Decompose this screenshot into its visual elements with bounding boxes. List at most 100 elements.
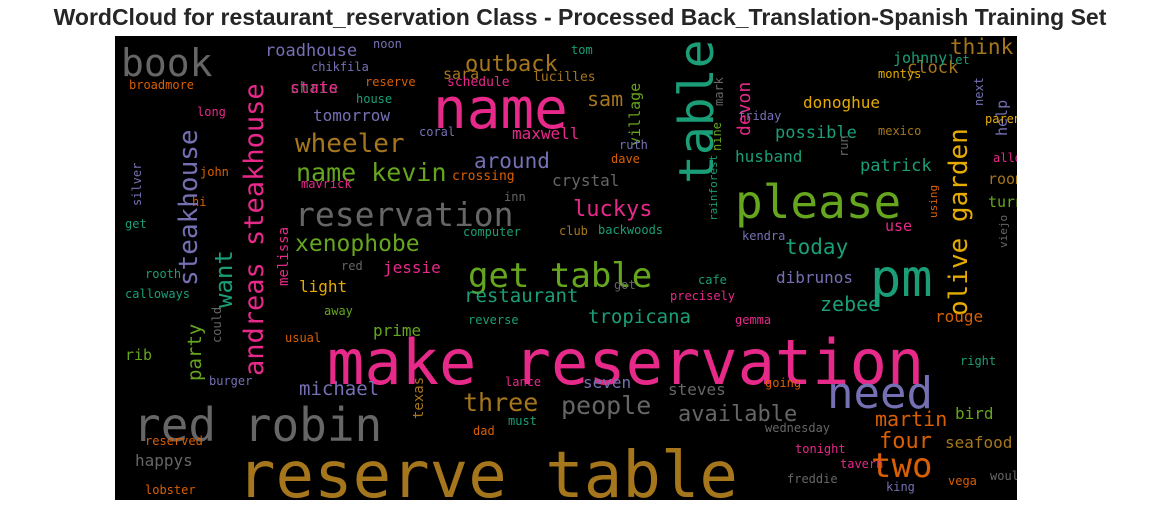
word-rib: rib xyxy=(125,346,152,364)
word-want: want xyxy=(210,250,238,308)
word-rainforest: rainforest xyxy=(707,155,720,221)
word-need: need xyxy=(827,368,933,419)
word-steves: steves xyxy=(668,380,726,399)
word-sam: sam xyxy=(587,87,623,111)
word-table: table xyxy=(669,40,725,185)
word-chikfila: chikfila xyxy=(311,60,369,74)
word-available: available xyxy=(678,402,797,427)
word-get-table: get table xyxy=(468,256,652,296)
word-pm: pm xyxy=(870,249,933,309)
word-name-kevin: name kevin xyxy=(296,158,447,187)
word-got: got xyxy=(614,278,636,292)
word-happys: happys xyxy=(135,451,193,470)
word-please: please xyxy=(735,175,901,229)
word-chris: chris xyxy=(290,78,338,97)
word-precisely: precisely xyxy=(670,289,735,303)
word-montys: montys xyxy=(878,67,921,81)
word-computer: computer xyxy=(463,225,521,239)
word-mexico: mexico xyxy=(878,124,921,138)
word-cafe: cafe xyxy=(698,273,727,287)
word-devon: devon xyxy=(734,82,755,136)
word-coral: coral xyxy=(419,125,455,139)
wordcloud-title: WordCloud for restaurant_reservation Cla… xyxy=(53,4,1107,30)
word-kendra: kendra xyxy=(742,229,785,243)
word-dibrunos: dibrunos xyxy=(776,268,853,287)
word-ruth: ruth xyxy=(619,138,648,152)
word-reservation: reservation xyxy=(295,195,514,234)
word-rooth: rooth xyxy=(145,267,181,281)
word-reserve-table: reserve table xyxy=(237,439,738,500)
word-johnny: johnny xyxy=(893,49,947,67)
word-could: could xyxy=(210,307,224,343)
word-nine: nine xyxy=(710,122,724,151)
word-michael: michael xyxy=(299,378,379,400)
word-calloways: calloways xyxy=(125,287,190,301)
word-inn: inn xyxy=(504,190,526,204)
word-help: help xyxy=(993,100,1011,136)
word-two: two xyxy=(871,446,932,486)
word-outback: outback xyxy=(465,52,558,77)
word-long: long xyxy=(197,105,226,119)
word-seven: seven xyxy=(583,373,631,392)
word-xenophobe: xenophobe xyxy=(295,231,420,257)
word-going: going xyxy=(765,376,801,390)
word-bird: bird xyxy=(955,404,994,423)
word-usual: usual xyxy=(285,331,321,345)
word-mark: mark xyxy=(712,76,726,106)
word-prime: prime xyxy=(373,321,421,340)
word-patrick: patrick xyxy=(860,156,932,176)
word-melissa: melissa xyxy=(276,227,292,286)
word-tavern: tavern xyxy=(840,457,883,471)
wordcloud-svg: make reservation reserve table name pm red r… xyxy=(121,36,1017,500)
word-turn: turn xyxy=(988,193,1017,211)
word-sara: sara xyxy=(443,65,479,83)
word-name: name xyxy=(433,77,568,142)
word-parent: parent xyxy=(985,112,1017,126)
word-andreas-steakhouse: andreas steakhouse xyxy=(239,83,270,376)
word-luckys: luckys xyxy=(573,197,652,222)
word-must: must xyxy=(508,414,537,428)
word-state: state xyxy=(290,78,338,97)
word-vega: vega xyxy=(948,474,977,488)
word-tomorrow: tomorrow xyxy=(313,106,390,125)
word-steakhouse: steakhouse xyxy=(174,129,204,286)
word-lucilles: lucilles xyxy=(533,70,596,85)
word-would: would xyxy=(990,469,1017,483)
word-tom: tom xyxy=(571,43,593,57)
word-silver: silver xyxy=(130,163,144,206)
word-john: john xyxy=(200,165,229,179)
word-light: light xyxy=(299,277,347,296)
word-house: house xyxy=(356,92,392,106)
word-reserve: reserve xyxy=(365,75,416,89)
word-party: party xyxy=(184,324,206,381)
word-dave: dave xyxy=(611,152,640,166)
word-wheeler: wheeler xyxy=(295,129,405,159)
word-broadmore: broadmore xyxy=(129,78,194,92)
word-jessie: jessie xyxy=(383,258,441,277)
word-three: three xyxy=(463,388,538,417)
word-hi: hi xyxy=(192,195,206,209)
word-king: king xyxy=(886,480,915,494)
word-tropicana: tropicana xyxy=(588,306,691,328)
word-right: right xyxy=(960,354,996,368)
word-possible: possible xyxy=(775,123,857,143)
word-allow: allow xyxy=(993,151,1017,165)
word-people: people xyxy=(561,391,651,420)
word-olive-garden: olive garden xyxy=(944,128,974,316)
word-husband: husband xyxy=(735,147,802,166)
word-noon: noon xyxy=(373,37,402,51)
word-martin: martin xyxy=(875,407,947,431)
word-away: away xyxy=(324,304,353,318)
word-texas: texas xyxy=(411,377,427,419)
word-next: next xyxy=(972,77,986,106)
word-red: red xyxy=(341,259,363,273)
wordcloud-canvas: make reservation reserve table name pm red r… xyxy=(115,36,1017,500)
word-roadhouse: roadhouse xyxy=(265,41,357,61)
word-reverse: reverse xyxy=(468,313,519,327)
word-village: village xyxy=(626,83,644,146)
word-get: get xyxy=(125,217,147,231)
word-red-robin: red robin xyxy=(133,398,382,452)
word-rouge: rouge xyxy=(935,307,983,326)
word-mavrick: mavrick xyxy=(301,177,352,191)
word-donoghue: donoghue xyxy=(803,93,880,112)
